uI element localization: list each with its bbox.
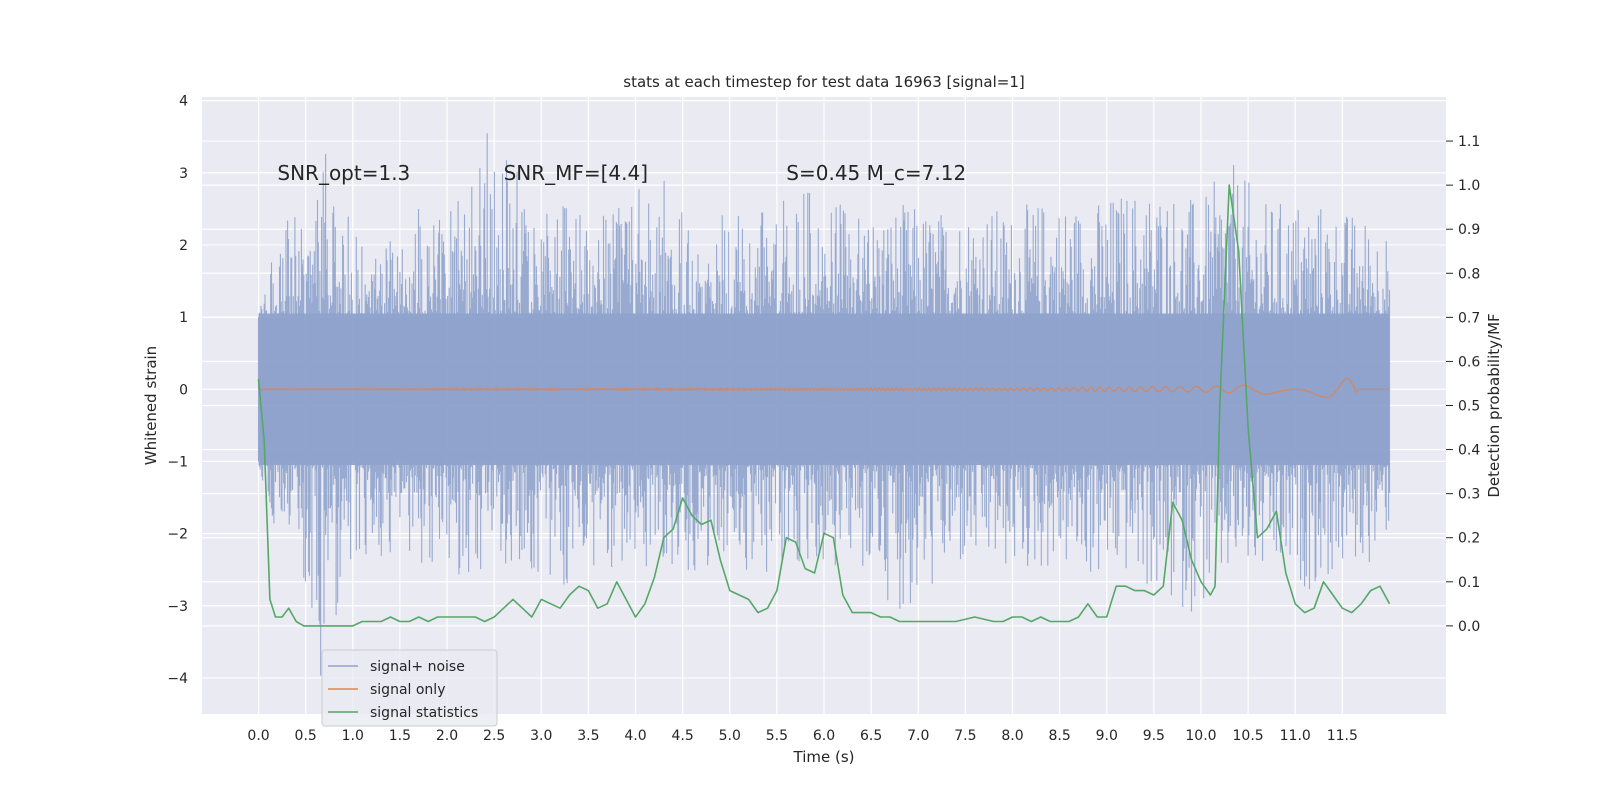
x-tick-label: 0.0 <box>247 728 269 744</box>
x-axis-label: Time (s) <box>793 748 855 766</box>
annotation-s-mc: S=0.45 M_c=7.12 <box>786 161 966 185</box>
series-signal-only <box>258 377 1390 398</box>
x-tick-label: 1.5 <box>389 728 411 744</box>
y-right-tick-label: 1.1 <box>1458 134 1480 150</box>
x-tick-label: 11.0 <box>1280 728 1311 744</box>
y-axis-right-label: Detection probability/MF <box>1485 313 1503 497</box>
y-tick-label: −1 <box>167 454 188 470</box>
chart-title: stats at each timestep for test data 169… <box>623 73 1024 91</box>
y-tick-label: 4 <box>179 94 188 110</box>
y-tick-label: 2 <box>179 238 188 254</box>
y-axis-right-ticks: 0.0 0.1 0.2 0.3 0.4 0.5 0.6 0.7 0.8 0.9 1.0 1.1 <box>1446 134 1480 635</box>
x-tick-label: 4.0 <box>624 728 646 744</box>
x-tick-label: 3.5 <box>577 728 599 744</box>
y-right-tick-label: 0.1 <box>1458 575 1480 591</box>
legend: signal+ noise signal only signal statist… <box>321 649 498 727</box>
x-tick-label: 7.0 <box>907 728 929 744</box>
y-right-tick-label: 0.8 <box>1458 266 1480 282</box>
series-signal-statistics <box>257 184 1391 627</box>
y-right-tick-label: 1.0 <box>1458 178 1480 194</box>
y-right-tick-label: 0.2 <box>1458 531 1480 547</box>
x-tick-label: 0.5 <box>295 728 317 744</box>
y-right-tick-label: 0.9 <box>1458 222 1480 238</box>
x-tick-label: 2.0 <box>436 728 458 744</box>
y-axis-label: Whitened strain <box>142 346 160 465</box>
x-tick-label: 10.5 <box>1233 728 1264 744</box>
annotation-snr-mf: SNR_MF=[4.4] <box>504 161 648 185</box>
annotations: SNR_opt=1.3 SNR_MF=[4.4] S=0.45 M_c=7.12 <box>277 161 966 185</box>
y-right-tick-label: 0.4 <box>1458 443 1480 459</box>
x-tick-label: 8.5 <box>1048 728 1070 744</box>
x-tick-label: 9.0 <box>1096 728 1118 744</box>
x-tick-label: 6.0 <box>813 728 835 744</box>
signal-statistics-line <box>257 184 1391 627</box>
y-axis-ticks: −4 −3 −2 −1 0 1 2 3 4 <box>167 94 188 687</box>
y-right-tick-label: 0.7 <box>1458 310 1480 326</box>
y-tick-label: −3 <box>167 599 188 615</box>
x-tick-label: 4.5 <box>672 728 694 744</box>
x-tick-label: 2.5 <box>483 728 505 744</box>
legend-label-signal-only: signal only <box>370 682 445 698</box>
signal-only-line <box>258 377 1390 398</box>
y-right-tick-label: 0.3 <box>1458 487 1480 503</box>
x-tick-label: 5.5 <box>766 728 788 744</box>
x-tick-label: 7.5 <box>954 728 976 744</box>
legend-box <box>321 649 498 727</box>
y-tick-label: −2 <box>167 527 188 543</box>
x-tick-label: 10.0 <box>1185 728 1216 744</box>
y-right-tick-label: 0.0 <box>1458 619 1480 635</box>
annotation-snr-opt: SNR_opt=1.3 <box>277 161 410 185</box>
x-tick-label: 1.0 <box>342 728 364 744</box>
x-tick-label: 3.0 <box>530 728 552 744</box>
x-tick-label: 11.5 <box>1327 728 1358 744</box>
y-tick-label: 0 <box>179 382 188 398</box>
x-tick-label: 5.0 <box>719 728 741 744</box>
x-tick-label: 8.0 <box>1001 728 1023 744</box>
x-tick-label: 9.5 <box>1143 728 1165 744</box>
legend-label-signal-statistics: signal statistics <box>370 705 478 721</box>
x-tick-label: 6.5 <box>860 728 882 744</box>
x-axis-ticks: 0.0 0.5 1.0 1.5 2.0 2.5 3.0 3.5 4.0 4.5 5.0 5.5 6.0 6… <box>247 728 1358 744</box>
y-tick-label: 1 <box>179 310 188 326</box>
y-tick-label: 3 <box>179 166 188 182</box>
y-right-tick-label: 0.5 <box>1458 399 1480 415</box>
legend-label-signal-plus-noise: signal+ noise <box>370 659 465 675</box>
y-tick-label: −4 <box>167 671 188 687</box>
y-right-tick-label: 0.6 <box>1458 354 1480 370</box>
